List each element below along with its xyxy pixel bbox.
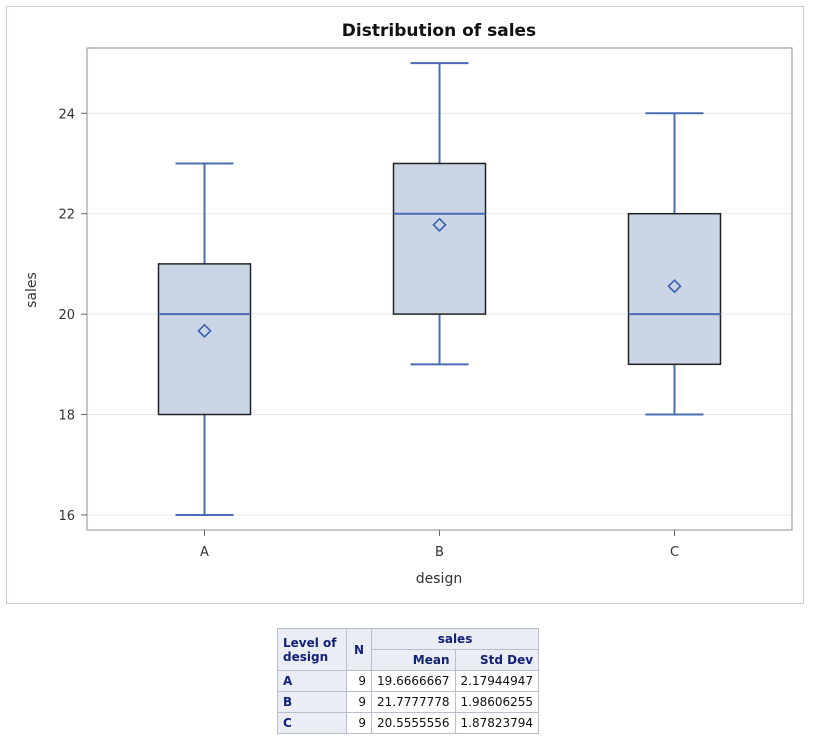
y-tick-label: 16 [58, 509, 75, 524]
mean-cell: 21.7777778 [371, 691, 456, 713]
box-group-c [627, 112, 722, 416]
box-group-a [157, 162, 252, 516]
level-cell: A [277, 670, 347, 692]
mean-marker [667, 279, 682, 294]
y-axis-label: sales [24, 272, 40, 308]
iqr-box [157, 263, 252, 416]
x-tick-label: C [670, 545, 679, 560]
iqr-box [627, 212, 722, 366]
n-cell: 9 [346, 691, 372, 713]
table-row: C 9 20.5555556 1.87823794 [277, 712, 540, 734]
x-axis-label: design [416, 571, 462, 587]
std-dev-cell: 1.87823794 [454, 712, 540, 734]
table-subheader-row: Mean Std Dev [278, 649, 540, 671]
summary-table: Level of design N sales Mean Std Dev A 9… [277, 628, 540, 734]
level-cell: C [277, 712, 347, 734]
level-cell: B [277, 691, 347, 713]
sales-group-header: sales [370, 628, 540, 650]
n-header: N [346, 628, 372, 671]
y-tick-label: 18 [58, 409, 75, 424]
box-plot: Distribution of sales 16 18 20 22 24 A B C des… [24, 21, 793, 587]
x-tick-label: B [435, 545, 444, 560]
std-dev-cell: 2.17944947 [454, 670, 540, 692]
box-group-b [392, 62, 487, 366]
y-tick-label: 22 [58, 208, 75, 223]
mean-header: Mean [371, 649, 456, 671]
iqr-box [392, 162, 487, 315]
y-tick-label: 20 [58, 308, 75, 323]
chart-title: Distribution of sales [342, 21, 536, 41]
table-header-row: Level of design N sales [277, 628, 540, 671]
n-cell: 9 [346, 670, 372, 692]
y-axis: 16 18 20 22 24 [58, 107, 87, 524]
mean-cell: 19.6666667 [371, 670, 456, 692]
x-tick-label: A [200, 545, 209, 560]
mean-marker [432, 217, 447, 232]
y-tick-label: 24 [58, 107, 75, 122]
std-dev-header: Std Dev [454, 649, 540, 671]
boxes [157, 62, 722, 516]
level-of-design-header: Level of design [277, 628, 347, 671]
table-row: A 9 19.6666667 2.17944947 [277, 670, 540, 692]
mean-marker [197, 323, 212, 338]
n-cell: 9 [346, 712, 372, 734]
std-dev-cell: 1.98606255 [454, 691, 540, 713]
table-row: B 9 21.7777778 1.98606255 [277, 691, 540, 713]
mean-cell: 20.5555556 [371, 712, 456, 734]
x-axis: A B C [200, 530, 679, 560]
